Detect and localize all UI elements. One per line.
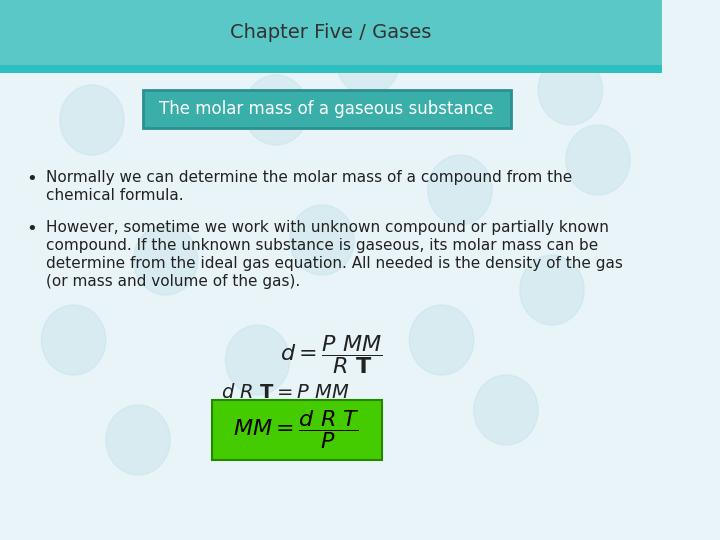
Circle shape bbox=[133, 225, 198, 295]
Circle shape bbox=[474, 375, 538, 445]
Circle shape bbox=[520, 255, 584, 325]
Text: Chapter Five / Gases: Chapter Five / Gases bbox=[230, 23, 432, 42]
Circle shape bbox=[225, 325, 289, 395]
Text: $d = \dfrac{P\ MM}{R\ \mathbf{T}}$: $d = \dfrac{P\ MM}{R\ \mathbf{T}}$ bbox=[280, 334, 382, 376]
Circle shape bbox=[244, 75, 308, 145]
Circle shape bbox=[60, 85, 124, 155]
Text: compound. If the unknown substance is gaseous, its molar mass can be: compound. If the unknown substance is ga… bbox=[46, 238, 598, 253]
Text: (or mass and volume of the gas).: (or mass and volume of the gas). bbox=[46, 274, 300, 289]
Text: •: • bbox=[26, 220, 37, 238]
Circle shape bbox=[41, 305, 106, 375]
Circle shape bbox=[106, 405, 170, 475]
Text: $MM = \dfrac{d\ R\ T}{P}$: $MM = \dfrac{d\ R\ T}{P}$ bbox=[233, 409, 360, 451]
Circle shape bbox=[410, 305, 474, 375]
Text: •: • bbox=[26, 170, 37, 188]
Circle shape bbox=[428, 155, 492, 225]
Text: $d\ R\ \mathbf{T} = P\ MM$: $d\ R\ \mathbf{T} = P\ MM$ bbox=[220, 382, 350, 402]
Circle shape bbox=[289, 205, 354, 275]
FancyBboxPatch shape bbox=[143, 90, 510, 128]
Text: chemical formula.: chemical formula. bbox=[46, 188, 184, 203]
FancyBboxPatch shape bbox=[0, 0, 662, 65]
Text: However, sometime we work with unknown compound or partially known: However, sometime we work with unknown c… bbox=[46, 220, 609, 235]
Text: Normally we can determine the molar mass of a compound from the: Normally we can determine the molar mass… bbox=[46, 170, 572, 185]
FancyBboxPatch shape bbox=[212, 400, 382, 460]
Text: determine from the ideal gas equation. All needed is the density of the gas: determine from the ideal gas equation. A… bbox=[46, 256, 623, 271]
Bar bbox=[0, 65, 662, 73]
Text: The molar mass of a gaseous substance: The molar mass of a gaseous substance bbox=[159, 100, 494, 118]
Circle shape bbox=[566, 125, 630, 195]
Circle shape bbox=[538, 55, 603, 125]
Circle shape bbox=[336, 25, 400, 95]
